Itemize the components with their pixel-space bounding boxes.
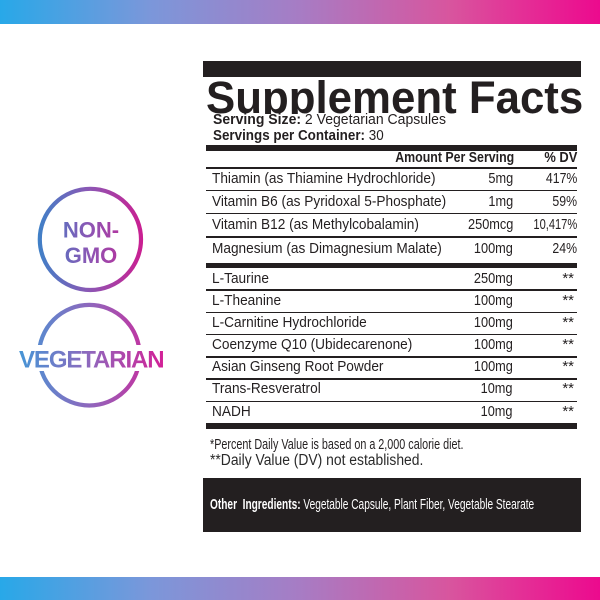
- svg-text:GMO: GMO: [65, 243, 118, 268]
- svg-text:NON-: NON-: [63, 217, 119, 242]
- svg-text:VEGETARIAN: VEGETARIAN: [19, 346, 165, 373]
